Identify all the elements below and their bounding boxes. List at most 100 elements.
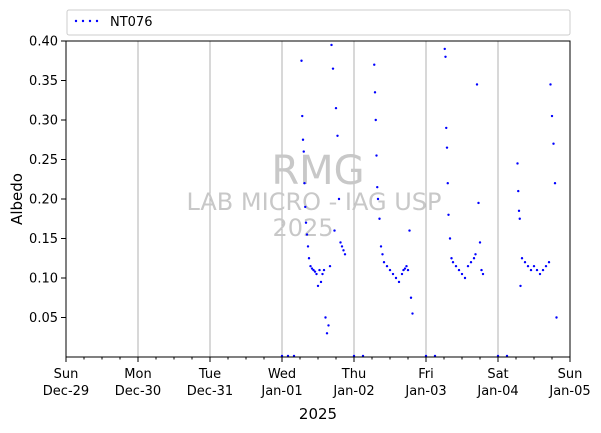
x-tick-label-date: Dec-31 — [187, 384, 233, 399]
data-point — [319, 280, 323, 284]
data-point — [382, 261, 386, 264]
data-point — [331, 67, 335, 70]
data-point — [460, 272, 464, 276]
y-axis-title: Albedo — [8, 173, 26, 225]
x-axis-ticks: Sun Dec-29 Mon Dec-30 Tue Dec-31 Wed Jan-01 Thu J… — [43, 357, 591, 399]
data-point — [333, 229, 336, 232]
data-point — [480, 268, 483, 272]
data-point — [544, 264, 548, 268]
data-point — [526, 264, 530, 268]
data-point — [336, 134, 339, 137]
data-point — [302, 150, 305, 153]
data-point — [555, 316, 558, 319]
y-tick-label: 0.40 — [29, 35, 58, 50]
x-tick-label-date: Jan-05 — [548, 384, 590, 399]
data-point — [550, 114, 554, 118]
data-point — [463, 276, 467, 280]
watermark: RMG LAB MICRO - IAG USP 2025 — [186, 148, 441, 242]
data-point — [535, 268, 539, 272]
data-point — [322, 268, 326, 272]
x-tick-label-day: Wed — [268, 367, 296, 382]
data-point — [379, 245, 383, 248]
x-tick-label-day: Sat — [487, 367, 508, 382]
y-tick-label: 0.15 — [29, 232, 58, 247]
data-point — [394, 276, 398, 280]
data-point — [402, 268, 405, 272]
data-point — [411, 312, 414, 315]
data-point — [472, 257, 476, 260]
data-point — [518, 217, 521, 220]
data-point — [301, 138, 305, 141]
data-point — [408, 229, 411, 232]
data-point — [301, 114, 304, 118]
data-point — [303, 182, 306, 185]
x-tick-label-date: Dec-30 — [115, 384, 161, 399]
data-point — [376, 185, 379, 189]
data-point — [325, 332, 329, 335]
x-tick-label-day: Thu — [341, 367, 366, 382]
data-point — [334, 106, 338, 110]
data-point — [405, 264, 408, 268]
data-point — [481, 272, 485, 276]
data-points — [280, 43, 558, 358]
x-tick-label-day: Mon — [124, 367, 151, 382]
plot-area — [66, 41, 570, 357]
watermark-line1: RMG — [271, 148, 364, 194]
x-axis-title: 2025 — [299, 405, 337, 423]
data-point — [400, 272, 404, 276]
watermark-line3: 2025 — [272, 214, 333, 242]
x-tick-label-day: Tue — [198, 367, 221, 382]
data-point — [445, 126, 448, 130]
data-point — [403, 267, 407, 270]
data-point — [300, 59, 303, 62]
x-tick-label-date: Jan-04 — [476, 384, 518, 399]
data-point — [312, 268, 315, 272]
legend-box — [66, 9, 571, 36]
data-point — [532, 264, 536, 268]
x-tick-label-day: Sun — [54, 367, 79, 382]
data-point — [409, 296, 413, 299]
data-point — [330, 43, 333, 47]
y-tick-label: 0.20 — [29, 193, 58, 208]
data-point — [340, 245, 344, 248]
data-point — [318, 268, 321, 272]
x-tick-label-day: Sun — [558, 367, 583, 382]
x-tick-label-day: Fri — [418, 367, 434, 382]
data-point — [328, 264, 332, 268]
data-point — [304, 205, 307, 209]
data-point — [478, 241, 482, 244]
legend-entry-label: NT076 — [110, 15, 152, 30]
data-point — [313, 270, 317, 273]
data-point — [304, 221, 308, 224]
data-point — [549, 83, 552, 86]
y-tick-label: 0.05 — [29, 311, 58, 326]
data-point — [342, 249, 345, 252]
data-point — [391, 272, 395, 276]
data-point — [553, 182, 557, 185]
data-point — [376, 197, 380, 201]
data-point — [523, 261, 527, 264]
data-point — [446, 182, 449, 185]
y-tick-label: 0.25 — [29, 153, 58, 168]
data-point — [517, 189, 520, 193]
data-point — [517, 209, 521, 213]
data-point — [315, 272, 318, 276]
data-point — [538, 272, 542, 276]
data-point — [374, 118, 377, 122]
plot-frame — [65, 40, 571, 358]
y-tick-label: 0.30 — [29, 114, 58, 129]
data-point — [466, 264, 470, 268]
data-point — [443, 47, 446, 51]
data-point — [474, 253, 477, 256]
data-point — [541, 268, 545, 272]
data-point — [310, 267, 314, 270]
grid-layer — [137, 41, 499, 357]
y-tick-label: 0.35 — [29, 74, 58, 89]
data-point — [469, 261, 473, 264]
watermark-line2: LAB MICRO - IAG USP — [186, 188, 441, 216]
data-point — [307, 257, 311, 260]
data-point — [552, 142, 555, 145]
data-point — [327, 324, 330, 327]
data-point — [477, 201, 480, 205]
